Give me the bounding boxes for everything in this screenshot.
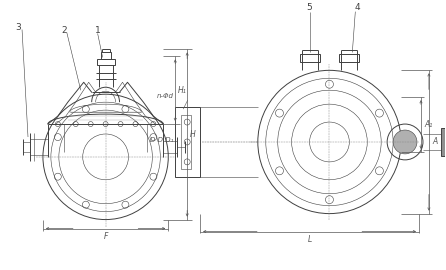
- Text: A₁: A₁: [424, 120, 432, 129]
- Circle shape: [393, 130, 417, 154]
- Bar: [339, 55, 359, 62]
- Text: L: L: [307, 235, 312, 244]
- Text: 3: 3: [15, 23, 21, 32]
- Bar: [441, 128, 446, 156]
- Text: A: A: [432, 137, 437, 146]
- Text: 2: 2: [61, 26, 66, 35]
- Text: 5: 5: [307, 3, 313, 12]
- Text: D D D₁: D D D₁: [150, 137, 173, 143]
- Bar: [175, 107, 200, 177]
- Text: H: H: [190, 130, 196, 139]
- Bar: [181, 115, 191, 169]
- Bar: [101, 52, 111, 59]
- Bar: [97, 59, 115, 65]
- Text: H₁: H₁: [178, 86, 187, 95]
- Text: F: F: [103, 232, 108, 241]
- Bar: [300, 55, 319, 62]
- Text: n-Φd: n-Φd: [156, 93, 173, 99]
- Text: 4: 4: [355, 3, 360, 12]
- Text: 1: 1: [95, 26, 100, 35]
